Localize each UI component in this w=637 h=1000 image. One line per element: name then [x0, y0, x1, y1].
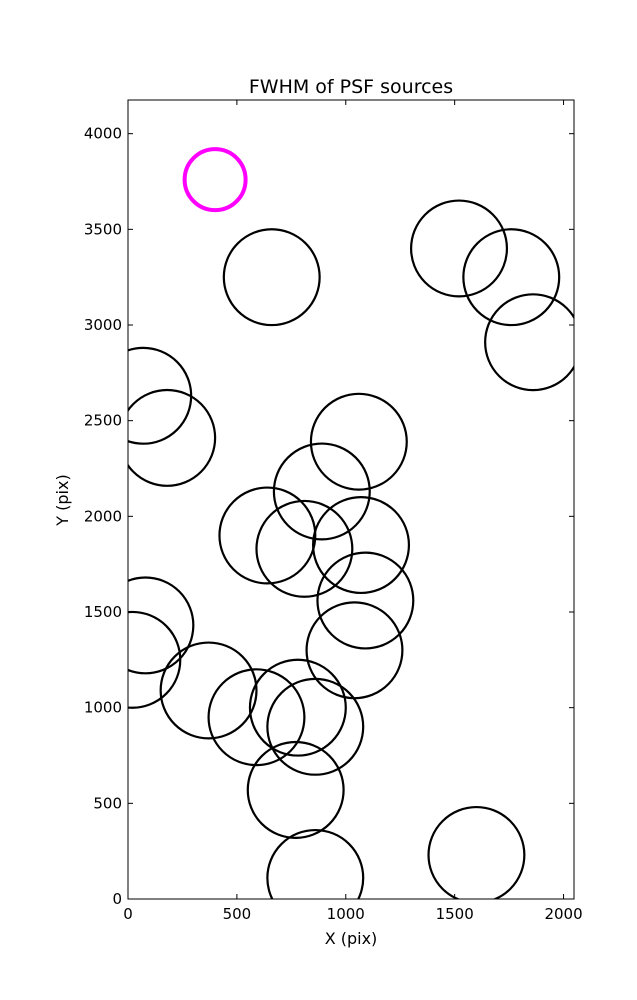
- source-marker: [128, 388, 217, 487]
- source-marker: [255, 499, 354, 598]
- source-marker: [182, 147, 248, 213]
- y-tick-label: 2500: [84, 412, 122, 430]
- y-tick-label: 3000: [84, 316, 122, 334]
- source-marker: [266, 677, 365, 776]
- y-tick-label: 3500: [84, 220, 122, 238]
- y-tick-label: 1000: [84, 699, 122, 717]
- source-marker: [309, 392, 408, 491]
- axis-ticks: 0 500 1000 1500 2000 0 500 1000 1500 2000 2500 3000…: [84, 100, 583, 923]
- source-marker: [128, 576, 195, 675]
- source-marker: [159, 641, 258, 740]
- y-tick-label: 1500: [84, 603, 122, 621]
- source-marker: [312, 496, 411, 595]
- y-tick-label: 4000: [84, 125, 122, 143]
- source-marker: [266, 828, 365, 899]
- source-marker: [218, 486, 317, 585]
- source-marker: [248, 658, 347, 757]
- x-tick-label: 2000: [544, 905, 582, 923]
- plot-frame: [127, 99, 575, 900]
- source-marker: [316, 551, 415, 650]
- source-marker: [246, 740, 345, 839]
- plot-area: [128, 100, 574, 899]
- source-marker: [222, 228, 321, 327]
- x-tick-label: 1000: [327, 905, 365, 923]
- series-0: [128, 199, 574, 899]
- x-tick-label: 0: [123, 905, 133, 923]
- source-marker: [207, 668, 306, 767]
- source-marker: [484, 293, 574, 392]
- y-tick-label: 0: [112, 890, 122, 908]
- x-axis-label: X (pix): [325, 929, 378, 948]
- series-1: [182, 147, 248, 213]
- source-marker: [410, 199, 509, 298]
- marker-layer: [128, 147, 574, 899]
- source-marker: [427, 805, 526, 899]
- chart-title: FWHM of PSF sources: [249, 76, 453, 98]
- y-tick-label: 2000: [84, 507, 122, 525]
- source-marker: [462, 228, 561, 327]
- y-tick-label: 500: [93, 794, 122, 812]
- source-marker: [272, 442, 371, 541]
- x-tick-label: 1500: [436, 905, 474, 923]
- y-axis-label: Y (pix): [53, 474, 72, 526]
- x-tick-label: 500: [223, 905, 252, 923]
